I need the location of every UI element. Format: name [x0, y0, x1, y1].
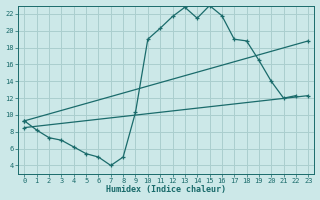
X-axis label: Humidex (Indice chaleur): Humidex (Indice chaleur)	[106, 185, 226, 194]
